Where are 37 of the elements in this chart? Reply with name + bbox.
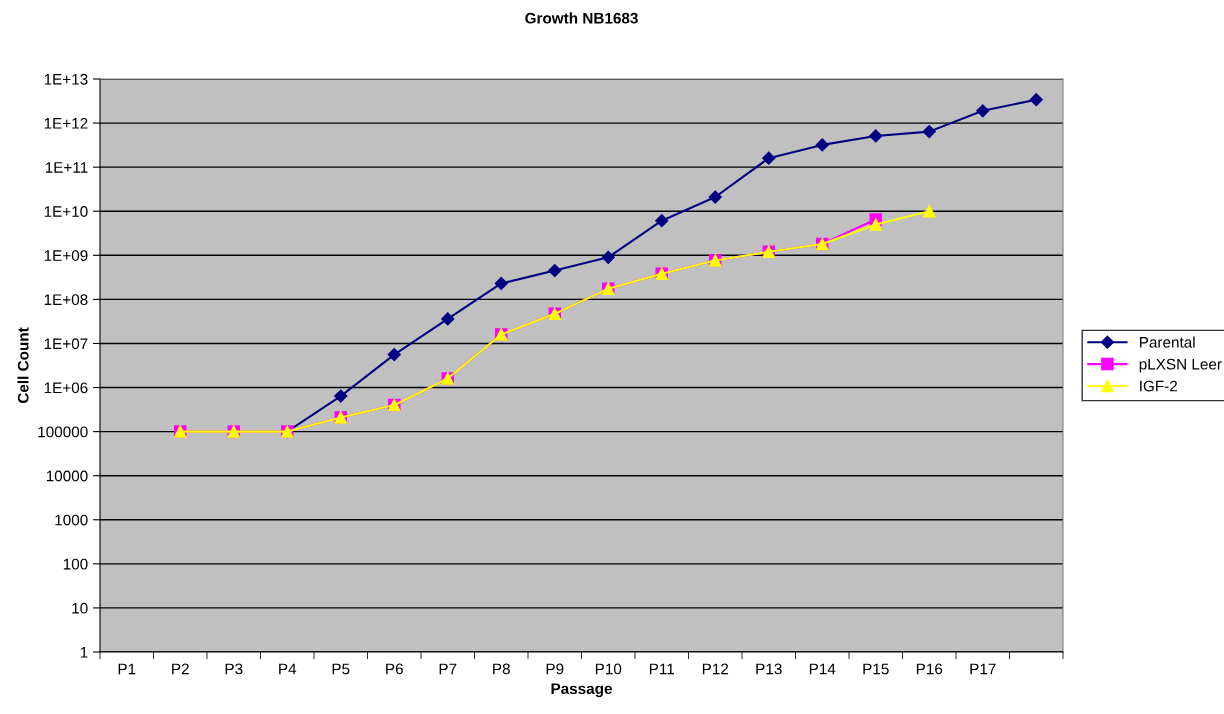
y-tick-label: 1E+13: [44, 73, 88, 85]
x-tick-label: P5: [332, 663, 350, 675]
y-tick-label: 1: [80, 647, 88, 658]
x-tick-label: P8: [493, 663, 510, 675]
y-tick-label: 10000: [46, 470, 88, 482]
x-tick-label: P14: [809, 663, 836, 675]
y-tick-label: 100: [63, 558, 88, 570]
x-tick-label: P7: [439, 663, 457, 675]
x-tick-label: P10: [595, 663, 622, 675]
x-tick-label: P16: [916, 663, 943, 675]
x-tick-label: P2: [172, 663, 189, 675]
y-tick-label: 1E+07: [44, 338, 88, 350]
legend-label: Parental: [1139, 336, 1195, 348]
y-tick-label: 1E+09: [44, 250, 88, 261]
x-tick-label: P6: [386, 663, 403, 675]
y-tick-label: 1E+12: [44, 117, 88, 129]
x-tick-label: P4: [279, 663, 297, 675]
y-axis-title: Cell Count: [17, 327, 29, 404]
chart-title: Growth NB1683: [525, 12, 638, 24]
x-tick-label: P17: [970, 663, 996, 675]
x-tick-label: P11: [649, 663, 675, 675]
legend-label: pLXSN Leer: [1139, 358, 1222, 373]
y-tick-label: 1E+10: [44, 206, 88, 217]
y-tick-label: 1E+11: [45, 162, 88, 173]
x-tick-label: P15: [863, 663, 889, 675]
y-tick-label: 10: [72, 602, 88, 614]
x-axis-title: Passage: [551, 683, 612, 698]
x-tick-label: P1: [118, 663, 136, 675]
legend-label: IGF-2: [1140, 380, 1177, 392]
y-tick-label: 100000: [38, 426, 88, 438]
x-tick-label: P12: [702, 663, 729, 675]
y-tick-label: 1E+08: [44, 294, 88, 306]
x-tick-label: P9: [546, 663, 564, 675]
x-tick-label: P3: [225, 663, 243, 675]
y-tick-label: 1E+06: [44, 382, 88, 394]
y-tick-label: 1000: [55, 514, 88, 526]
x-tick-label: P13: [756, 663, 782, 675]
